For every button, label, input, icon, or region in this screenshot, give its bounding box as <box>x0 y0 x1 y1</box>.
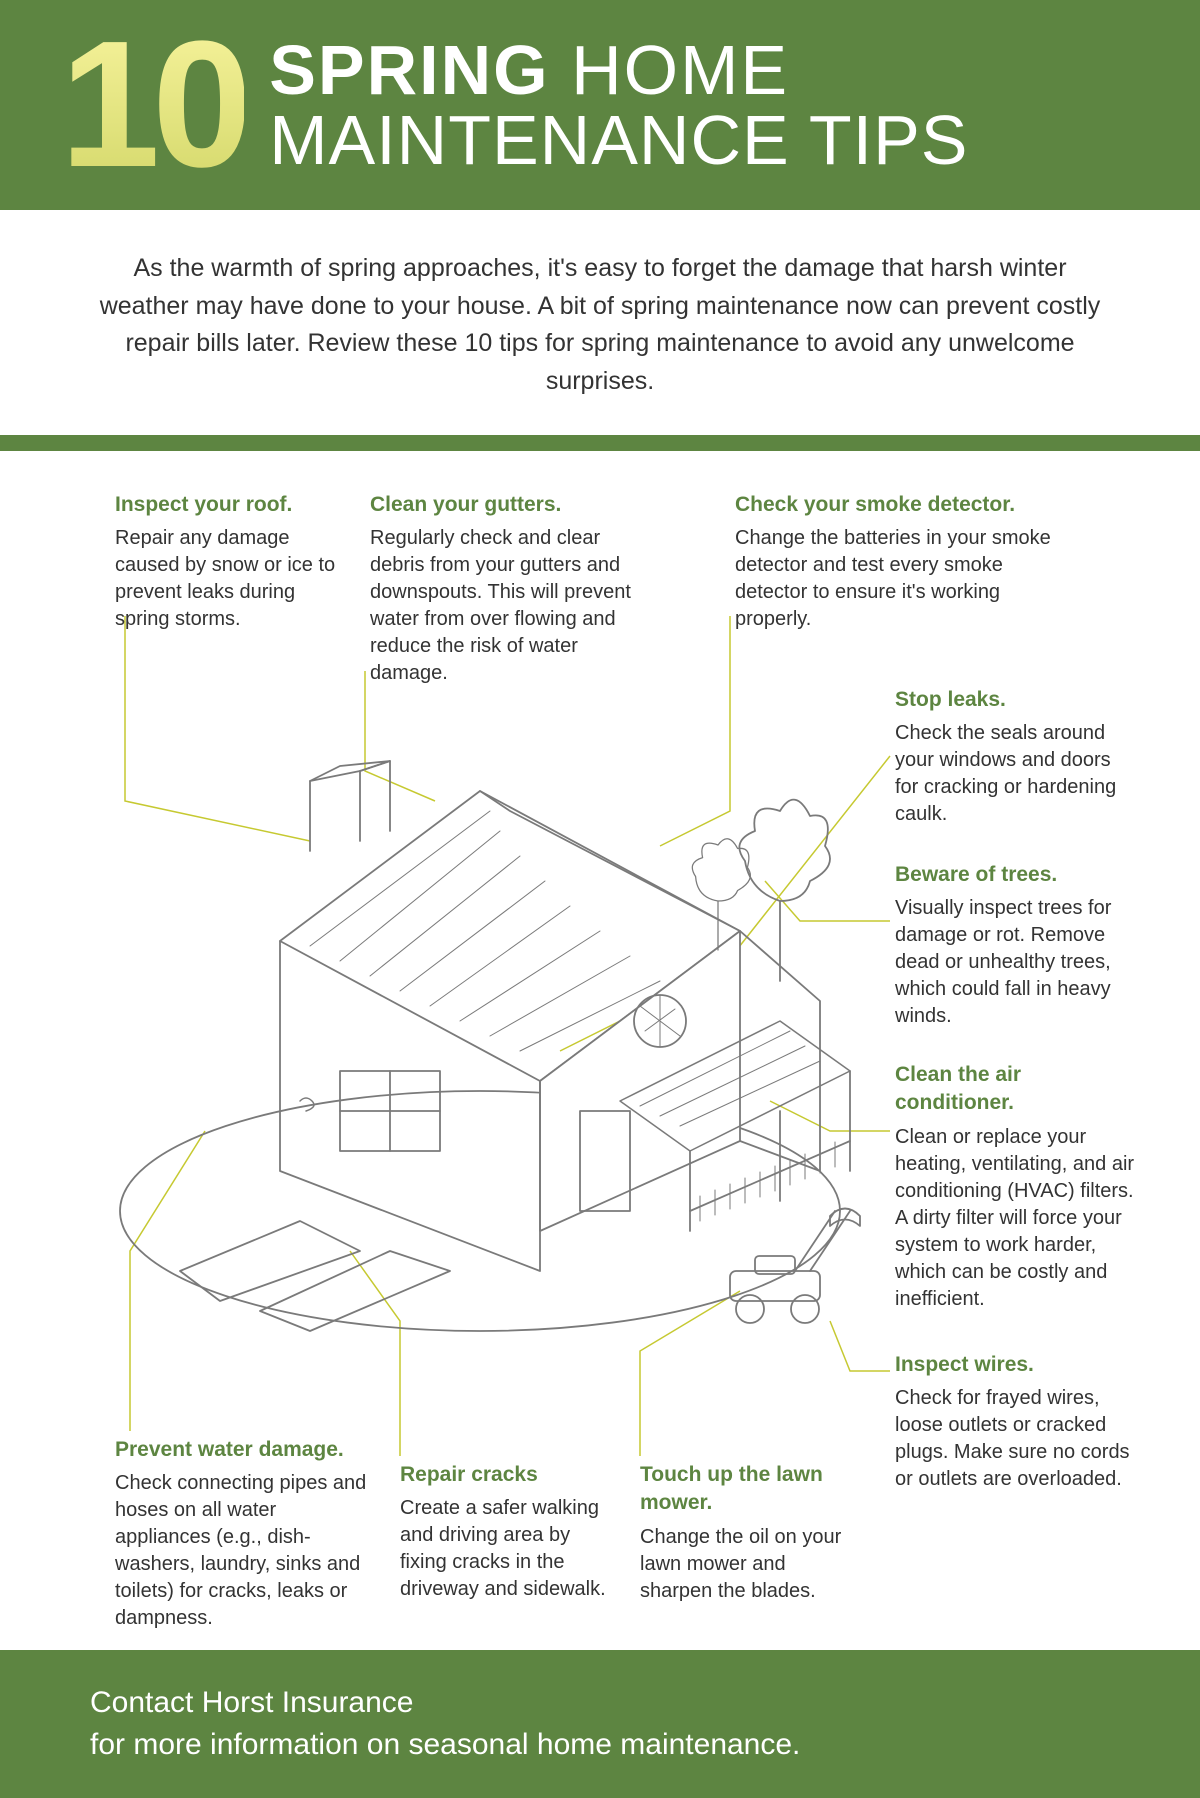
tip-smoke: Check your smoke detector. Change the ba… <box>735 491 1055 633</box>
tip-gutters-title: Clean your gutters. <box>370 491 650 519</box>
tip-mower: Touch up the lawn mower. Change the oil … <box>640 1461 860 1605</box>
title-home: HOME <box>571 31 789 109</box>
header-banner: 10 SPRING HOME MAINTENANCE TIPS <box>0 0 1200 210</box>
tip-roof: Inspect your roof. Repair any damage cau… <box>115 491 355 633</box>
tip-roof-title: Inspect your roof. <box>115 491 355 519</box>
tip-water: Prevent water damage. Check connecting p… <box>115 1436 375 1632</box>
title-spring: SPRING <box>269 31 549 109</box>
title-number: 10 <box>60 24 244 186</box>
tip-roof-body: Repair any damage caused by snow or ice … <box>115 525 355 633</box>
tip-leaks-body: Check the seals around your windows and … <box>895 720 1135 828</box>
tip-cracks-body: Create a safer walking and driving area … <box>400 1495 620 1603</box>
tip-ac-title: Clean the air conditioner. <box>895 1061 1145 1118</box>
tip-trees: Beware of trees. Visually inspect trees … <box>895 861 1125 1030</box>
tip-leaks-title: Stop leaks. <box>895 686 1135 714</box>
title-line1: SPRING HOME <box>269 30 968 110</box>
tip-trees-body: Visually inspect trees for damage or rot… <box>895 895 1125 1030</box>
house-illustration <box>100 711 900 1351</box>
tip-mower-body: Change the oil on your lawn mower and sh… <box>640 1524 860 1605</box>
tip-smoke-title: Check your smoke detector. <box>735 491 1055 519</box>
tip-water-title: Prevent water damage. <box>115 1436 375 1464</box>
divider-bar <box>0 435 1200 451</box>
tip-ac-body: Clean or replace your heating, ventilati… <box>895 1124 1145 1313</box>
tip-trees-title: Beware of trees. <box>895 861 1125 889</box>
tip-mower-title: Touch up the lawn mower. <box>640 1461 860 1518</box>
title-line2: MAINTENANCE TIPS <box>269 100 968 180</box>
tip-cracks-title: Repair cracks <box>400 1461 620 1489</box>
tip-smoke-body: Change the batteries in your smoke detec… <box>735 525 1055 633</box>
footer-line2: for more information on seasonal home ma… <box>90 1724 1110 1766</box>
diagram-area: Inspect your roof. Repair any damage cau… <box>0 451 1200 1701</box>
tip-leaks: Stop leaks. Check the seals around your … <box>895 686 1135 828</box>
footer-line1: Contact Horst Insurance <box>90 1682 1110 1724</box>
tip-wires-body: Check for frayed wires, loose outlets or… <box>895 1385 1145 1493</box>
tip-water-body: Check connecting pipes and hoses on all … <box>115 1470 375 1632</box>
intro-paragraph: As the warmth of spring approaches, it's… <box>0 210 1200 435</box>
tip-gutters: Clean your gutters. Regularly check and … <box>370 491 650 687</box>
title-text: SPRING HOME MAINTENANCE TIPS <box>269 30 968 180</box>
tip-gutters-body: Regularly check and clear debris from yo… <box>370 525 650 687</box>
tip-ac: Clean the air conditioner. Clean or repl… <box>895 1061 1145 1313</box>
tip-wires: Inspect wires. Check for frayed wires, l… <box>895 1351 1145 1493</box>
tip-cracks: Repair cracks Create a safer walking and… <box>400 1461 620 1603</box>
tip-wires-title: Inspect wires. <box>895 1351 1145 1379</box>
footer-banner: Contact Horst Insurance for more informa… <box>0 1650 1200 1798</box>
